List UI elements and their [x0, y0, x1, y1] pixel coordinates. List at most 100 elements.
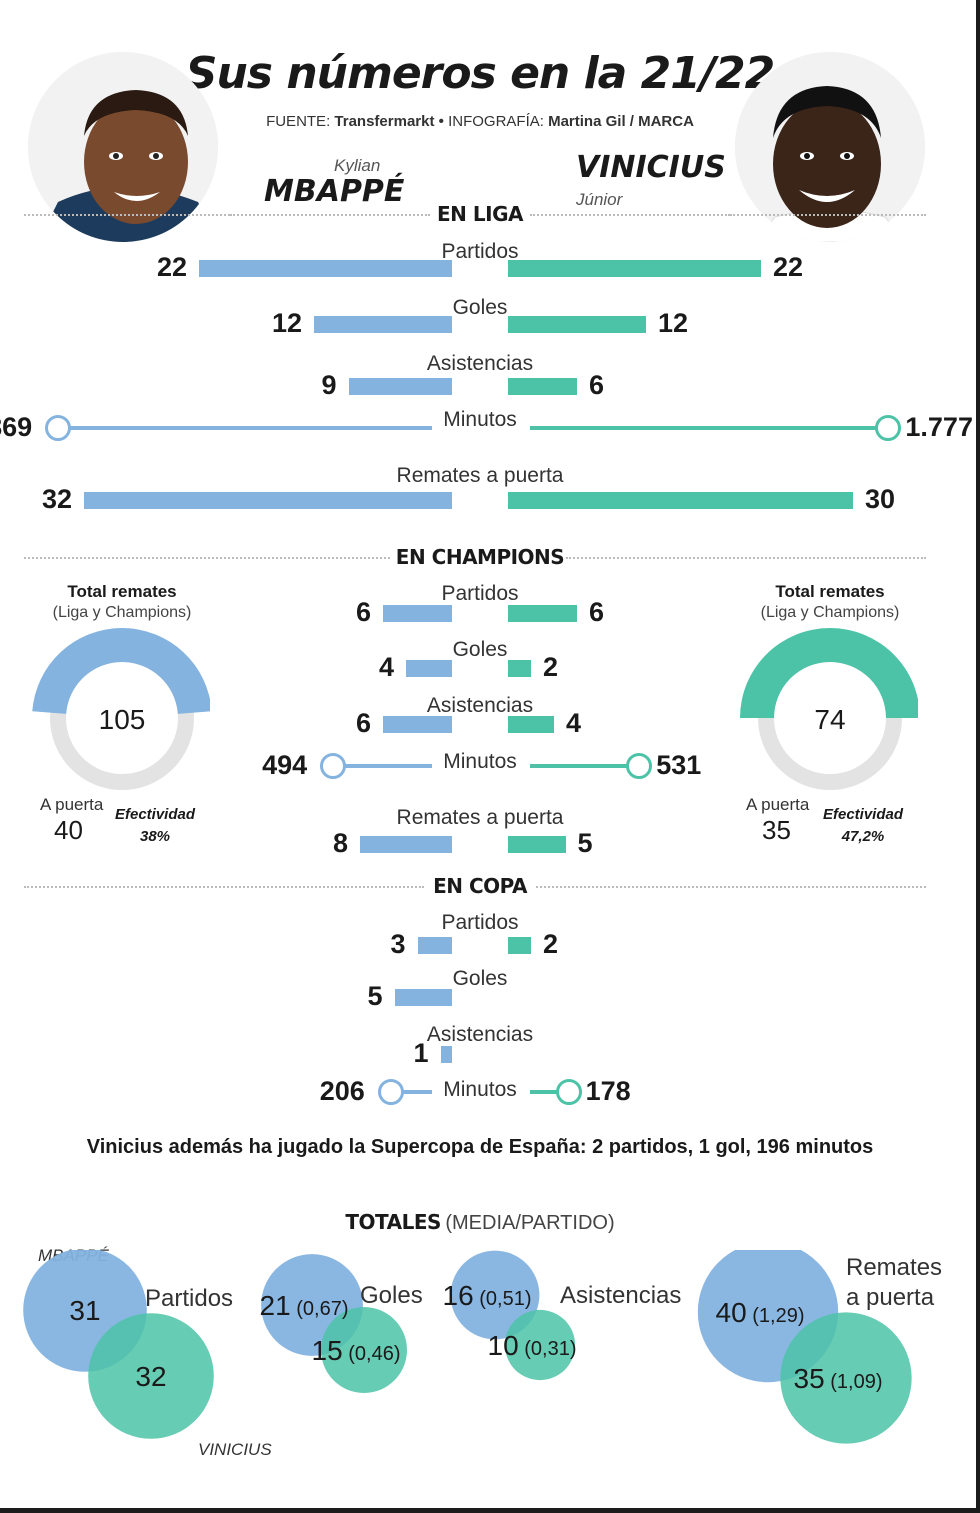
champions-remates-a-puerta-mbappe-bar [360, 836, 452, 853]
champions-asistencias-mbappe-bar [383, 716, 452, 733]
champions-goles-mbappe-bar [406, 660, 452, 677]
totals-mbappe-value-1: 21 (0,67) [260, 1290, 349, 1321]
mbappe-effectiveness-label: Efectividad [114, 806, 196, 823]
divider-liga-mid-left [230, 214, 430, 216]
vinicius-effectiveness-label: Efectividad [822, 806, 904, 823]
vinicius-shots-title: Total remates [775, 582, 885, 601]
totals-label-asistencias: Asistencias [560, 1282, 682, 1309]
liga-minutos-label: Minutos [443, 408, 517, 431]
totals-mbappe-avg-2: (0,51) [474, 1288, 532, 1310]
vinicius-last-name: Júnior [576, 190, 623, 209]
section-copa-title: EN COPA [433, 874, 527, 898]
mbappe-shots-subtitle: (Liga y Champions) [52, 604, 192, 621]
copa-minutos-vinicius-line [530, 1090, 566, 1094]
vinicius-effectiveness: 47,2% [841, 828, 885, 845]
mbappe-name: MBAPPÉ [264, 174, 405, 209]
champions-minutos-vinicius-line [530, 764, 637, 768]
vinicius-shots-subtitle: (Liga y Champions) [760, 604, 900, 621]
champions-remates-a-puerta-label: Remates a puerta [396, 806, 564, 829]
liga-remates-a-puerta-label: Remates a puerta [396, 464, 564, 487]
frame-right-border [976, 0, 980, 1513]
vinicius-shots-donut: 74 [740, 628, 918, 790]
copa-minutos-mbappe-line [390, 1090, 432, 1094]
liga-asistencias-mbappe-value: 9 [321, 370, 337, 400]
champions-minutos-mbappe-value: 494 [262, 750, 308, 780]
totals-label-goles: Goles [360, 1282, 423, 1309]
copa-partidos-label: Partidos [441, 911, 519, 934]
champions-remates-a-puerta-vinicius-bar [508, 836, 566, 853]
champions-partidos-mbappe-value: 6 [355, 597, 371, 627]
vinicius-on-target: 35 [762, 815, 791, 845]
divider-champions-right [566, 557, 926, 559]
mbappe-first-name: Kylian [334, 156, 381, 175]
infographic-author: Martina Gil / MARCA [548, 113, 694, 130]
copa-goles-mbappe-value: 5 [367, 981, 383, 1011]
liga-minutos-vinicius-line [530, 426, 886, 430]
totals-vinicius-bubble-1 [321, 1307, 407, 1393]
liga-minutos-mbappe-line [58, 426, 432, 430]
liga-goles-mbappe-value: 12 [271, 308, 302, 338]
liga-goles-label: Goles [452, 296, 508, 319]
champions-partidos-vinicius-bar [508, 605, 577, 622]
copa-minutos-vinicius-value: 178 [585, 1076, 631, 1106]
liga-minutos-mbappe-value: 1.869 [0, 412, 33, 442]
source-prefix: FUENTE: [266, 113, 331, 130]
champions-minutos-mbappe-marker [320, 753, 347, 779]
mbappe-shots-donut: 105 [32, 628, 210, 790]
copa-minutos-mbappe-marker [377, 1079, 404, 1105]
totals-title: TOTALES [345, 1210, 441, 1234]
vinicius-donut-arc [740, 628, 918, 718]
totals-heading: TOTALES (MEDIA/PARTIDO) [0, 1210, 960, 1235]
copa-partidos-vinicius-bar [508, 937, 531, 954]
totals-subtitle: (MEDIA/PARTIDO) [445, 1212, 615, 1234]
totals-mbappe-avg-1: (0,67) [291, 1298, 349, 1320]
source-line: FUENTE: Transfermarkt • INFOGRAFÍA: Mart… [0, 113, 960, 130]
totals-mbappe-value-0: 31 [69, 1295, 100, 1326]
liga-remates-a-puerta-vinicius-value: 30 [865, 484, 896, 514]
divider-liga-mid-right [530, 214, 730, 216]
totals-vinicius-legend: VINICIUS [198, 1440, 272, 1459]
liga-goles-vinicius-value: 12 [658, 308, 689, 338]
frame-bottom-border [0, 1508, 980, 1513]
liga-partidos-mbappe-bar [199, 260, 452, 277]
totals-vinicius-value-0: 32 [135, 1361, 166, 1392]
champions-minutos-label: Minutos [443, 750, 517, 773]
champions-partidos-mbappe-bar [383, 605, 452, 622]
copa-asistencias-label: Asistencias [426, 1023, 534, 1046]
infographic-label: INFOGRAFÍA: [448, 113, 544, 130]
totals-vinicius-bubble-3 [780, 1312, 912, 1444]
copa-asistencias-mbappe-value: 1 [413, 1038, 429, 1068]
totals-label-remates-2: a puerta [846, 1284, 935, 1311]
copa-minutos-vinicius-marker [555, 1079, 582, 1105]
mbappe-on-target: 40 [54, 815, 83, 845]
liga-asistencias-mbappe-bar [348, 378, 452, 395]
liga-remates-a-puerta-mbappe-value: 32 [41, 484, 72, 514]
liga-asistencias-label: Asistencias [426, 352, 534, 375]
vinicius-name: VINICIUS [576, 150, 726, 185]
liga-partidos-mbappe-value: 22 [156, 252, 187, 282]
source-separator: • [438, 113, 444, 130]
champions-minutos-mbappe-line [333, 764, 432, 768]
copa-partidos-mbappe-bar [417, 937, 452, 954]
copa-goles-label: Goles [452, 967, 508, 990]
mbappe-donut-arc [32, 628, 210, 714]
copa-minutos-label: Minutos [443, 1078, 517, 1101]
champions-remates-a-puerta-vinicius-value: 5 [577, 828, 593, 858]
champions-minutos-vinicius-marker [626, 753, 653, 779]
champions-partidos-label: Partidos [441, 582, 519, 605]
vinicius-total-shots: 74 [814, 704, 845, 735]
totals-vinicius-bubble-2 [504, 1309, 576, 1381]
liga-partidos-label: Partidos [441, 240, 519, 263]
liga-partidos-vinicius-value: 22 [773, 252, 804, 282]
vinicius-photo [735, 52, 925, 242]
divider-champions-left [24, 557, 390, 559]
champions-goles-vinicius-value: 2 [543, 652, 559, 682]
copa-asistencias-mbappe-bar [440, 1046, 452, 1063]
page-title: Sus números en la 21/22 [185, 48, 775, 99]
divider-copa-right [536, 886, 926, 888]
liga-partidos-vinicius-bar [508, 260, 761, 277]
supercopa-note: Vinicius además ha jugado la Supercopa d… [86, 1136, 874, 1158]
liga-minutos-mbappe-marker [45, 415, 72, 441]
champions-asistencias-vinicius-bar [508, 716, 554, 733]
